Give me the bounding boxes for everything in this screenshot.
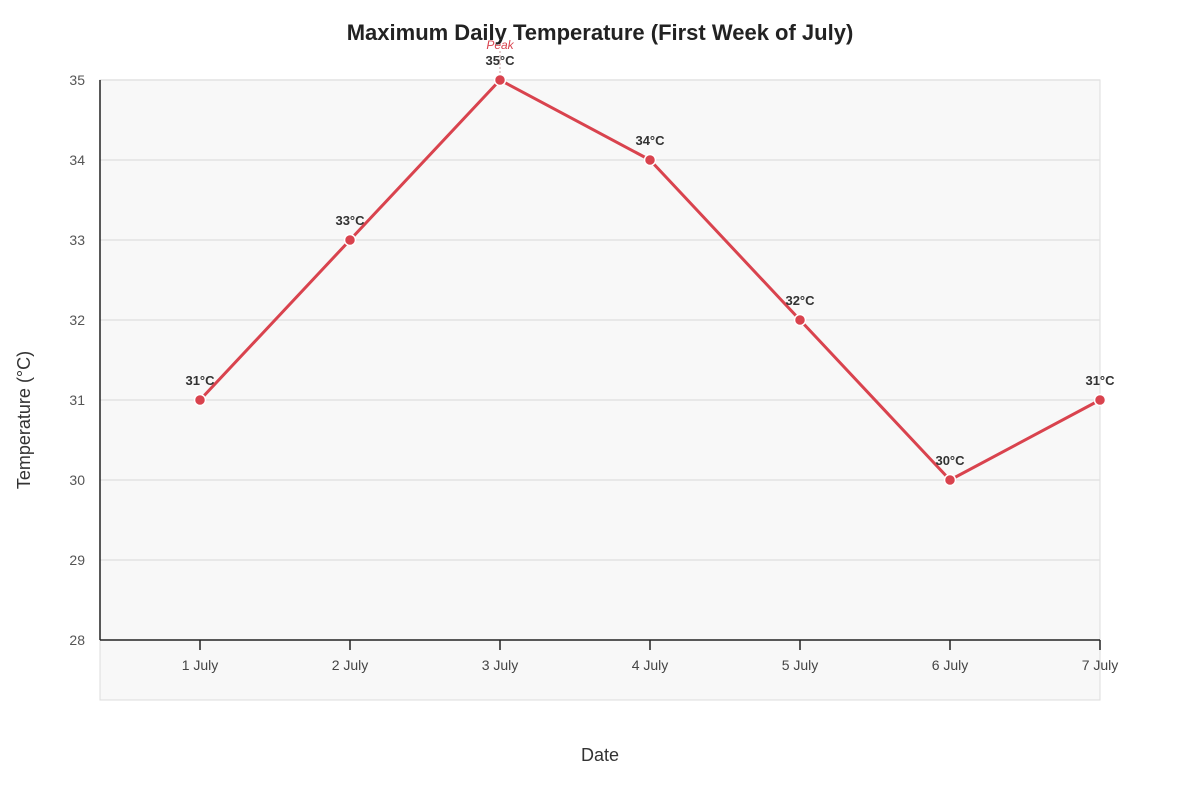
data-label: 34°C: [635, 133, 665, 148]
y-tick-label: 30: [69, 472, 85, 488]
y-tick-label: 34: [69, 152, 85, 168]
data-point: [343, 233, 357, 247]
y-tick-label: 35: [69, 72, 85, 88]
annotations: Peak: [486, 38, 515, 73]
data-point: [493, 73, 507, 87]
data-label: 30°C: [935, 453, 965, 468]
x-tick-label: 1 July: [182, 657, 219, 673]
y-axis-label: Temperature (°C): [14, 351, 34, 489]
data-point: [793, 313, 807, 327]
plot-area-background: [99, 79, 1101, 701]
tick-labels: 28 29 30 31 32 33 34 35 1 July 2 July 3 July 4 July…: [69, 72, 1118, 673]
x-tick-label: 5 July: [782, 657, 819, 673]
y-tick-label: 31: [69, 392, 85, 408]
x-tick-label: 2 July: [332, 657, 369, 673]
data-point: [943, 473, 957, 487]
data-label: 31°C: [1085, 373, 1115, 388]
y-tick-label: 28: [69, 632, 85, 648]
axes: [99, 80, 1100, 641]
x-tick-label: 3 July: [482, 657, 519, 673]
x-tick-label: 4 July: [632, 657, 669, 673]
series-temperature: [193, 73, 1107, 487]
grid-lines: [100, 79, 1100, 561]
chart-title: Maximum Daily Temperature (First Week of…: [347, 20, 854, 45]
y-tick-label: 33: [69, 232, 85, 248]
data-label: 31°C: [185, 373, 215, 388]
y-tick-label: 29: [69, 552, 85, 568]
x-axis-label: Date: [581, 745, 619, 765]
annotation-label: Peak: [486, 38, 514, 52]
x-tick-label: 7 July: [1082, 657, 1119, 673]
data-point: [643, 153, 657, 167]
x-tick-label: 6 July: [932, 657, 969, 673]
data-label: 33°C: [335, 213, 365, 228]
data-label: 32°C: [785, 293, 815, 308]
data-labels: 31°C33°C35°C34°C32°C30°C31°C: [185, 53, 1115, 468]
data-point: [1093, 393, 1107, 407]
y-tick-label: 32: [69, 312, 85, 328]
data-point: [193, 393, 207, 407]
